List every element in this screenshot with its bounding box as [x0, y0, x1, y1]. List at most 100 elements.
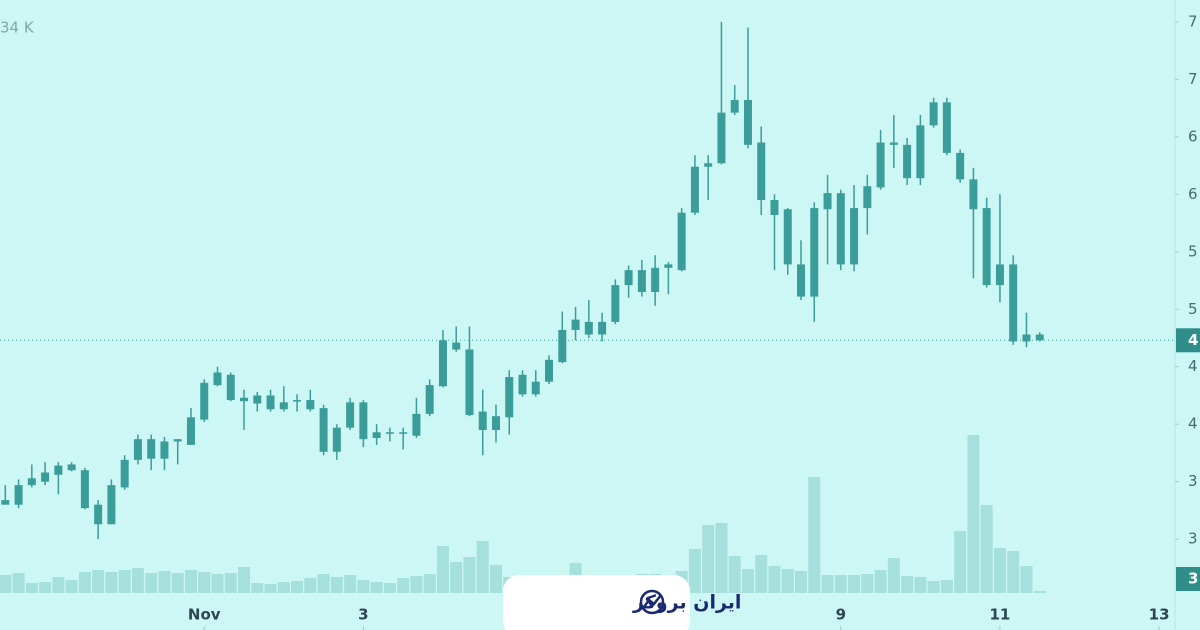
candle-body — [226, 374, 235, 401]
watermark-icon — [639, 589, 665, 615]
candle-body — [133, 439, 142, 460]
volume-bar — [145, 573, 158, 593]
volume-bar — [12, 573, 25, 593]
candle-body — [730, 100, 739, 113]
price-label: 4 — [1188, 331, 1198, 349]
candle-body — [399, 432, 408, 434]
candle-body — [916, 125, 925, 179]
candle-body — [598, 321, 607, 335]
volume-bar — [954, 531, 967, 593]
candle-body — [478, 411, 487, 430]
candle-body — [80, 470, 89, 509]
candle-body — [797, 264, 806, 297]
volume-bar — [688, 549, 701, 593]
volume-bar — [741, 569, 754, 593]
candle-body — [160, 441, 169, 459]
price-label-box — [1176, 328, 1200, 353]
volume-bar — [0, 575, 12, 593]
candle-body — [240, 397, 249, 402]
candle-body — [293, 400, 302, 402]
candle-body — [200, 382, 209, 420]
candle-body — [637, 270, 646, 293]
volume-bar — [914, 577, 927, 593]
volume-bar — [1033, 591, 1046, 593]
candle-body — [452, 342, 461, 350]
volume-bar — [901, 576, 914, 593]
volume-bar — [436, 546, 449, 593]
candle-body — [850, 208, 859, 265]
y-tick-label: 5 — [1188, 300, 1198, 318]
candle-body — [266, 395, 275, 410]
y-tick-label: 3 — [1188, 472, 1198, 490]
axis-layer: 7 7 6 6 5 5 4 4 3 3 Nov 3 9 11 13 4 3 — [0, 12, 1200, 630]
volume-bar — [92, 570, 105, 593]
volume-bar — [834, 575, 847, 593]
y-tick-label: 4 — [1188, 357, 1198, 375]
watermark-box — [503, 575, 690, 630]
volume-bar — [1020, 566, 1033, 593]
candle-body — [1, 500, 10, 505]
volume-bar — [980, 505, 993, 593]
candle-body — [372, 432, 381, 439]
volume-label: 3 — [1188, 570, 1198, 588]
volume-bar — [65, 580, 78, 593]
candle-body — [876, 142, 885, 188]
candle-body — [545, 359, 554, 382]
candle-body — [253, 395, 262, 404]
volume-bar — [993, 548, 1006, 593]
y-tick-label: 7 — [1188, 12, 1198, 30]
candle-body — [1035, 334, 1044, 341]
volume-label-box — [1176, 567, 1200, 591]
candle-body — [120, 459, 129, 488]
volume-bar — [489, 565, 502, 593]
candle-body — [359, 402, 368, 440]
candle-body — [332, 427, 341, 452]
candle-body — [836, 193, 845, 265]
candle-body — [929, 102, 938, 126]
volume-bar — [927, 581, 940, 593]
volume-bar — [821, 575, 834, 593]
y-tick-label: 7 — [1188, 70, 1198, 88]
volume-bar — [344, 575, 357, 593]
volume-bar — [410, 576, 423, 593]
candle-body — [518, 374, 527, 395]
volume-bar — [808, 477, 821, 593]
watermark-icon-arrow — [642, 594, 662, 608]
candle-body — [412, 413, 421, 436]
y-tick-label: 3 — [1188, 530, 1198, 548]
volume-bar — [78, 572, 91, 593]
y-tick-label: 6 — [1188, 185, 1198, 203]
candle-body — [173, 439, 182, 442]
candle-layer — [1, 21, 1044, 540]
candle-body — [969, 179, 978, 210]
candle-body — [54, 465, 63, 475]
candle-body — [690, 166, 699, 213]
candle-body — [14, 485, 23, 505]
volume-bar — [277, 582, 290, 593]
volume-bar — [39, 582, 52, 593]
candle-body — [611, 285, 620, 322]
volume-bar — [874, 570, 887, 593]
volume-bar — [768, 566, 781, 593]
candle-body — [571, 319, 580, 330]
x-tick-label: 9 — [836, 606, 846, 624]
candle-body — [385, 432, 394, 434]
candle-body — [27, 478, 36, 486]
volume-bar — [317, 574, 330, 593]
volume-bar — [370, 582, 383, 593]
candle-body — [41, 472, 50, 482]
candle-body — [213, 372, 222, 386]
volume-bar — [118, 570, 131, 593]
candle-body — [438, 340, 447, 387]
volume-bar — [397, 578, 410, 593]
volume-bar — [264, 584, 277, 593]
volume-bar — [702, 525, 715, 593]
volume-bar — [423, 574, 436, 593]
volume-bar — [848, 575, 861, 593]
candle-body — [956, 152, 965, 180]
volume-bar — [728, 556, 741, 593]
candle-body — [186, 417, 195, 445]
watermark: ایران بروکر — [503, 575, 741, 630]
candle-body — [558, 329, 567, 363]
